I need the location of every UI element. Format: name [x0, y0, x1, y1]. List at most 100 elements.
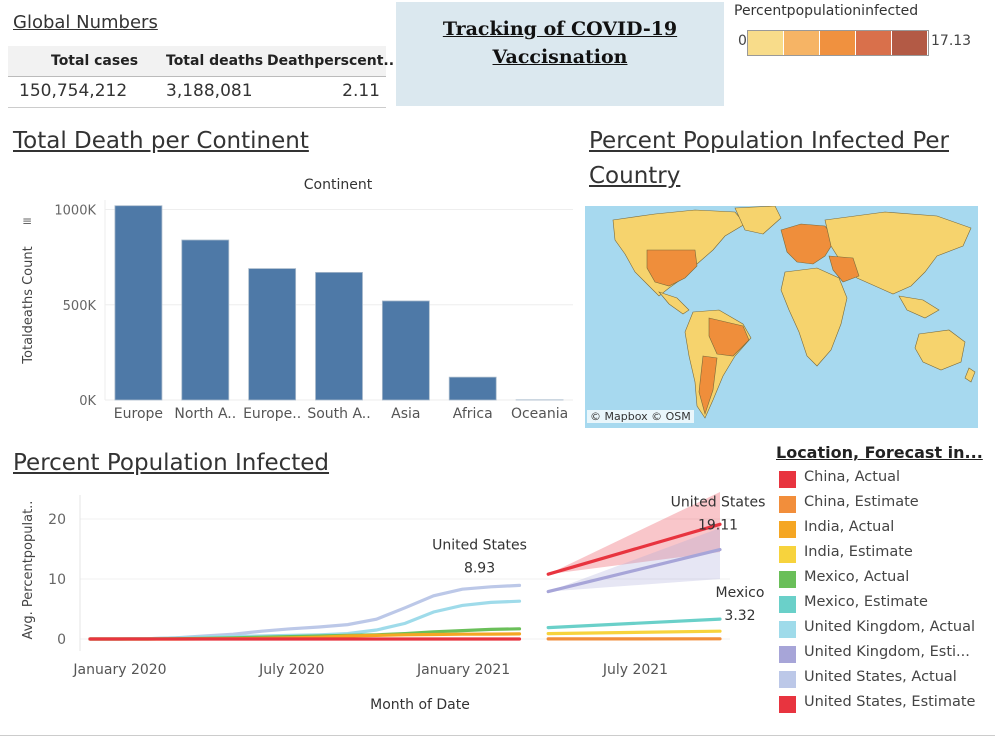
global-numbers-title: Global Numbers: [13, 12, 158, 33]
legend-swatch: [779, 646, 796, 663]
legend-swatch: [779, 471, 796, 488]
legend-label: India, Actual: [804, 519, 895, 535]
value-total-cases: 150,754,212: [19, 81, 128, 101]
legend-swatch: [856, 31, 892, 55]
map-asia: [824, 211, 972, 295]
bar-5: [448, 376, 497, 401]
legend-swatch: [779, 596, 796, 613]
map-brazil: [708, 317, 750, 357]
map-attribution[interactable]: © Mapbox © OSM: [587, 410, 694, 423]
series-line-7: [546, 617, 722, 630]
bar-0: [114, 205, 163, 401]
legend-swatch: [779, 696, 796, 713]
line-y-tick-label: 10: [48, 572, 66, 588]
annotation-label: Mexico: [716, 585, 765, 601]
annotation-label: United States: [432, 537, 527, 553]
legend-swatch: [779, 621, 796, 638]
color-legend-title: Percentpopulationinfected: [734, 3, 919, 19]
world-map[interactable]: [585, 206, 978, 428]
line-x-tick-label: January 2020: [72, 662, 166, 678]
banner-text: Tracking of COVID-19 Vaccisnation: [396, 15, 724, 71]
bar-y-tick-label: 500K: [63, 299, 97, 314]
banner-line-2: Vaccisnation: [492, 46, 628, 68]
map-title-line-1: Percent Population Infected Per: [589, 128, 949, 154]
bottom-divider: [0, 735, 995, 736]
map-europe: [780, 223, 836, 265]
map-title-line-2: Country: [589, 163, 681, 189]
series-line-8: [546, 629, 722, 636]
line-y-axis-label: Avg. Percentpopulat..: [21, 501, 36, 640]
banner-line-1: Tracking of COVID-19: [442, 18, 678, 40]
legend-label: Mexico, Actual: [804, 569, 910, 585]
legend-label: United Kingdom, Esti...: [804, 644, 970, 660]
annotation-value: 3.32: [724, 608, 755, 624]
map-central-america: [658, 291, 690, 315]
map-argentina: [698, 355, 718, 416]
global-numbers-table: Total cases Total deaths Deathperscent..…: [8, 46, 394, 108]
map-se-asia: [898, 295, 940, 319]
color-legend-max: 17.13: [931, 33, 972, 49]
legend-label: China, Estimate: [804, 494, 919, 510]
bar-x-tick-label: Africa: [453, 406, 493, 422]
world-map-svg: [612, 206, 976, 419]
annotation-value: 8.93: [464, 560, 495, 576]
legend-label: India, Estimate: [804, 544, 913, 560]
value-total-deaths: 3,188,081: [166, 81, 253, 101]
map-usa: [646, 249, 698, 287]
bar-3: [315, 271, 363, 401]
bar-y-axis-label: Totaldeaths Count: [21, 246, 36, 364]
legend-label: United States, Estimate: [804, 694, 976, 710]
bar-y-tick-label: 1000K: [54, 204, 96, 219]
bar-x-tick-label: Oceania: [511, 406, 568, 422]
bar-x-tick-label: Europe..: [243, 406, 301, 422]
value-death-percent: 2.11: [342, 81, 380, 101]
legend-swatch: [779, 671, 796, 688]
legend-label: Mexico, Estimate: [804, 594, 928, 610]
annotation-value: 19.11: [698, 517, 738, 533]
bar-sort-icon: ≡: [22, 214, 32, 228]
forecast-band-6: [548, 528, 720, 592]
legend-label: United States, Actual: [804, 669, 957, 685]
map-australia: [914, 329, 966, 371]
color-legend-bar: [747, 30, 929, 56]
series-line-6: [546, 548, 722, 594]
bar-chart-title: Total Death per Continent: [13, 128, 309, 154]
line-chart-title: Percent Population Infected: [13, 450, 330, 476]
line-legend-title[interactable]: Location, Forecast in...: [776, 443, 983, 462]
legend-label: United Kingdom, Actual: [804, 619, 976, 635]
line-x-tick-label: January 2021: [416, 662, 510, 678]
bar-4: [381, 300, 430, 401]
bar-x-tick-label: North A..: [174, 406, 236, 422]
header-total-cases: Total cases: [51, 53, 139, 69]
line-y-tick-label: 0: [57, 632, 66, 648]
legend-label: China, Actual: [804, 469, 901, 485]
map-africa: [780, 267, 848, 367]
bar-x-tick-label: Europe: [114, 406, 163, 422]
legend-swatch: [779, 571, 796, 588]
legend-swatch: [820, 31, 856, 55]
legend-swatch: [779, 521, 796, 538]
legend-swatch: [784, 31, 820, 55]
annotation-label: United States: [671, 494, 766, 510]
bar-1: [181, 239, 230, 401]
line-x-tick-label: July 2021: [602, 662, 668, 678]
bar-x-tick-label: South A..: [307, 406, 370, 422]
line-x-axis-label: Month of Date: [370, 697, 470, 713]
global-numbers-value-row: 150,754,212 3,188,081 2.11: [8, 77, 386, 108]
legend-swatch: [779, 546, 796, 563]
header-total-deaths: Total deaths: [166, 53, 264, 69]
bar-x-tick-label: Asia: [391, 406, 420, 422]
legend-swatch: [748, 31, 784, 55]
series-line-5: [546, 522, 722, 576]
map-greenland: [734, 206, 782, 235]
line-chart: 0 10 20 Avg. Percentpopulat.. January 2020 Ju…: [21, 492, 766, 713]
global-numbers-header-row: Total cases Total deaths Deathperscent..: [8, 46, 394, 77]
map-new-zealand: [964, 367, 976, 383]
line-x-tick-label: July 2020: [258, 662, 324, 678]
bar-2: [248, 268, 297, 401]
header-death-percent: Deathperscent..: [267, 53, 395, 69]
title-banner: Tracking of COVID-19 Vaccisnation: [396, 2, 724, 106]
legend-swatch: [892, 31, 928, 55]
map-middle-east: [828, 255, 860, 283]
legend-swatch: [779, 496, 796, 513]
